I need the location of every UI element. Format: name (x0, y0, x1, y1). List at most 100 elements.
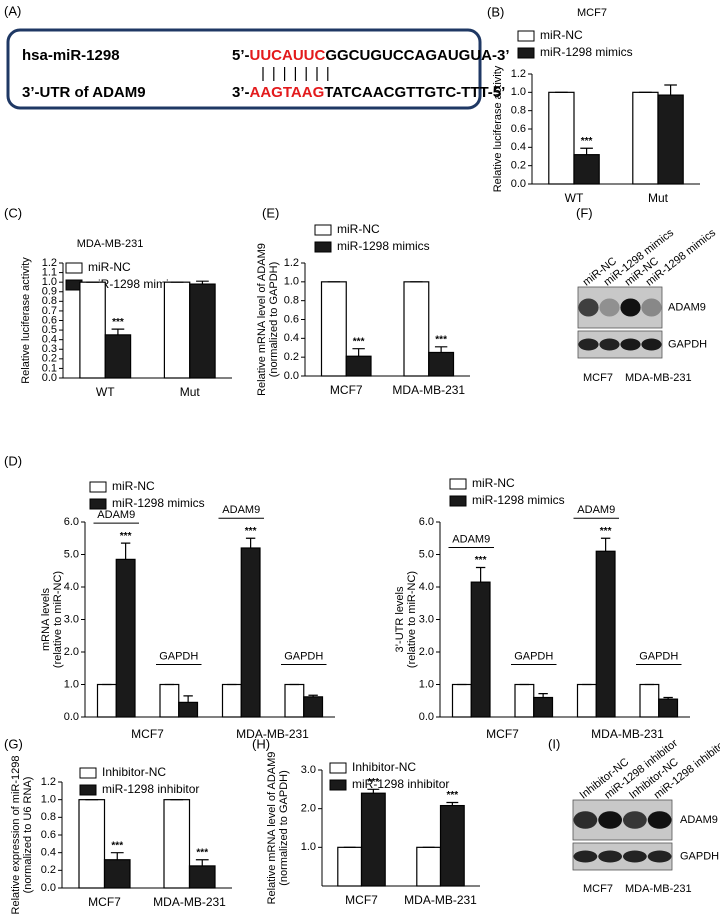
legend-swatch (79, 784, 97, 796)
bar (470, 581, 491, 718)
blot-band (578, 338, 599, 351)
y-tick-label: 0.9 (42, 286, 57, 298)
error-bar (120, 542, 131, 560)
significance: *** (475, 555, 487, 566)
blot-band (599, 298, 620, 317)
y-axis-label: (normalized to GAPDH) (268, 262, 280, 378)
error-bar (352, 348, 365, 357)
legend-swatch (449, 478, 467, 490)
x-tick-label: MDA-MB-231 (404, 893, 477, 907)
y-tick-label: 0.7 (42, 305, 57, 317)
y-tick-label: 1.2 (42, 257, 57, 269)
error-bar (538, 693, 548, 698)
bar (514, 683, 535, 718)
y-tick-label: 0.5 (42, 324, 57, 336)
category-label: GAPDH (639, 650, 678, 662)
y-tick-label: 4.0 (64, 581, 79, 593)
legend-label: miR-1298 mimics (337, 239, 430, 253)
legend-label: miR-NC (112, 479, 155, 493)
legend-swatch (449, 495, 467, 507)
y-axis-label: mRNA levels (40, 588, 52, 651)
bar (632, 91, 659, 185)
legend-label: miR-NC (337, 222, 380, 236)
bar (548, 91, 575, 185)
significance: *** (600, 526, 612, 537)
error-bar (663, 696, 673, 700)
legend-label: miR-NC (472, 476, 515, 490)
bar (115, 558, 136, 718)
bar (345, 355, 372, 377)
legend-swatch (329, 779, 347, 791)
seq-rest: TATCAACGTTGTC-TTT-5’ (324, 84, 505, 101)
y-tick-label: 0.4 (41, 847, 56, 859)
y-axis-label: Relative luciferase activity (492, 65, 504, 192)
blot-band (622, 811, 647, 829)
bar (658, 698, 679, 718)
error-bar (110, 852, 124, 860)
y-tick-label: 0.8 (41, 811, 56, 823)
legend-swatch (65, 262, 83, 274)
panel-label: (B) (487, 4, 504, 19)
significance: *** (368, 777, 380, 788)
legend-swatch (314, 224, 332, 236)
y-axis-label: Relative mRNA level of ADAM9 (256, 243, 268, 396)
bar (576, 683, 597, 718)
legend-label: miR-1298 mimics (88, 277, 181, 291)
x-tick-label: MDA-MB-231 (392, 383, 465, 397)
y-tick-label: 6.0 (64, 516, 79, 528)
group-label: MDA-MB-231 (625, 372, 692, 384)
blot-band (578, 298, 599, 317)
legend-swatch (89, 498, 107, 510)
bar (221, 683, 242, 718)
seq-seed: UUCAUUC (250, 47, 326, 64)
blot-band (573, 811, 598, 829)
y-tick-label: 2.0 (64, 646, 79, 658)
significance: *** (245, 526, 257, 537)
y-tick-label: 0.6 (41, 829, 56, 841)
panel-label: (D) (4, 453, 22, 468)
blot-band (620, 298, 641, 317)
y-tick-label: 0.0 (64, 711, 79, 723)
y-tick-label: 0.0 (41, 882, 56, 894)
legend-swatch (329, 762, 347, 774)
legend-swatch (89, 481, 107, 493)
bar (284, 683, 305, 718)
y-tick-label: 1.0 (419, 678, 434, 690)
group-label: MCF7 (583, 883, 613, 895)
category-label: GAPDH (284, 650, 323, 662)
error-bar (367, 788, 380, 794)
legend-swatch (517, 30, 535, 42)
bar (96, 683, 117, 718)
y-tick-label: 3.0 (64, 613, 79, 625)
category-label: ADAM9 (577, 504, 615, 516)
y-tick-label: 1.2 (284, 257, 299, 269)
panel-label: (E) (262, 205, 279, 220)
bar (163, 799, 191, 889)
blot-band (620, 338, 641, 351)
category-label: ADAM9 (97, 509, 135, 521)
significance: *** (435, 334, 447, 345)
x-tick-label: MDA-MB-231 (153, 895, 226, 909)
legend-label: miR-NC (88, 260, 131, 274)
panel-label: (A) (4, 3, 21, 18)
seq-seed: AAGTAAG (250, 84, 325, 101)
error-bar (245, 537, 256, 548)
y-tick-label: 4.0 (419, 581, 434, 593)
seq-rest: GGCUGUCCAGAUGUA-3’ (325, 47, 509, 64)
legend-swatch (314, 241, 332, 253)
y-tick-label: 1.2 (511, 68, 526, 80)
y-tick-label: 0.2 (284, 351, 299, 363)
y-tick-label: 0.4 (284, 332, 299, 344)
bar (657, 94, 684, 185)
error-bar (196, 280, 209, 285)
seq-prefix: 5’- (232, 47, 250, 64)
y-tick-label: 5.0 (419, 548, 434, 560)
y-tick-label: 5.0 (64, 548, 79, 560)
bar (320, 281, 347, 377)
error-bar (664, 84, 677, 96)
significance: *** (581, 136, 593, 147)
bar (178, 701, 199, 718)
bar (403, 281, 430, 377)
y-tick-label: 1.0 (511, 86, 526, 98)
bar (451, 683, 472, 718)
